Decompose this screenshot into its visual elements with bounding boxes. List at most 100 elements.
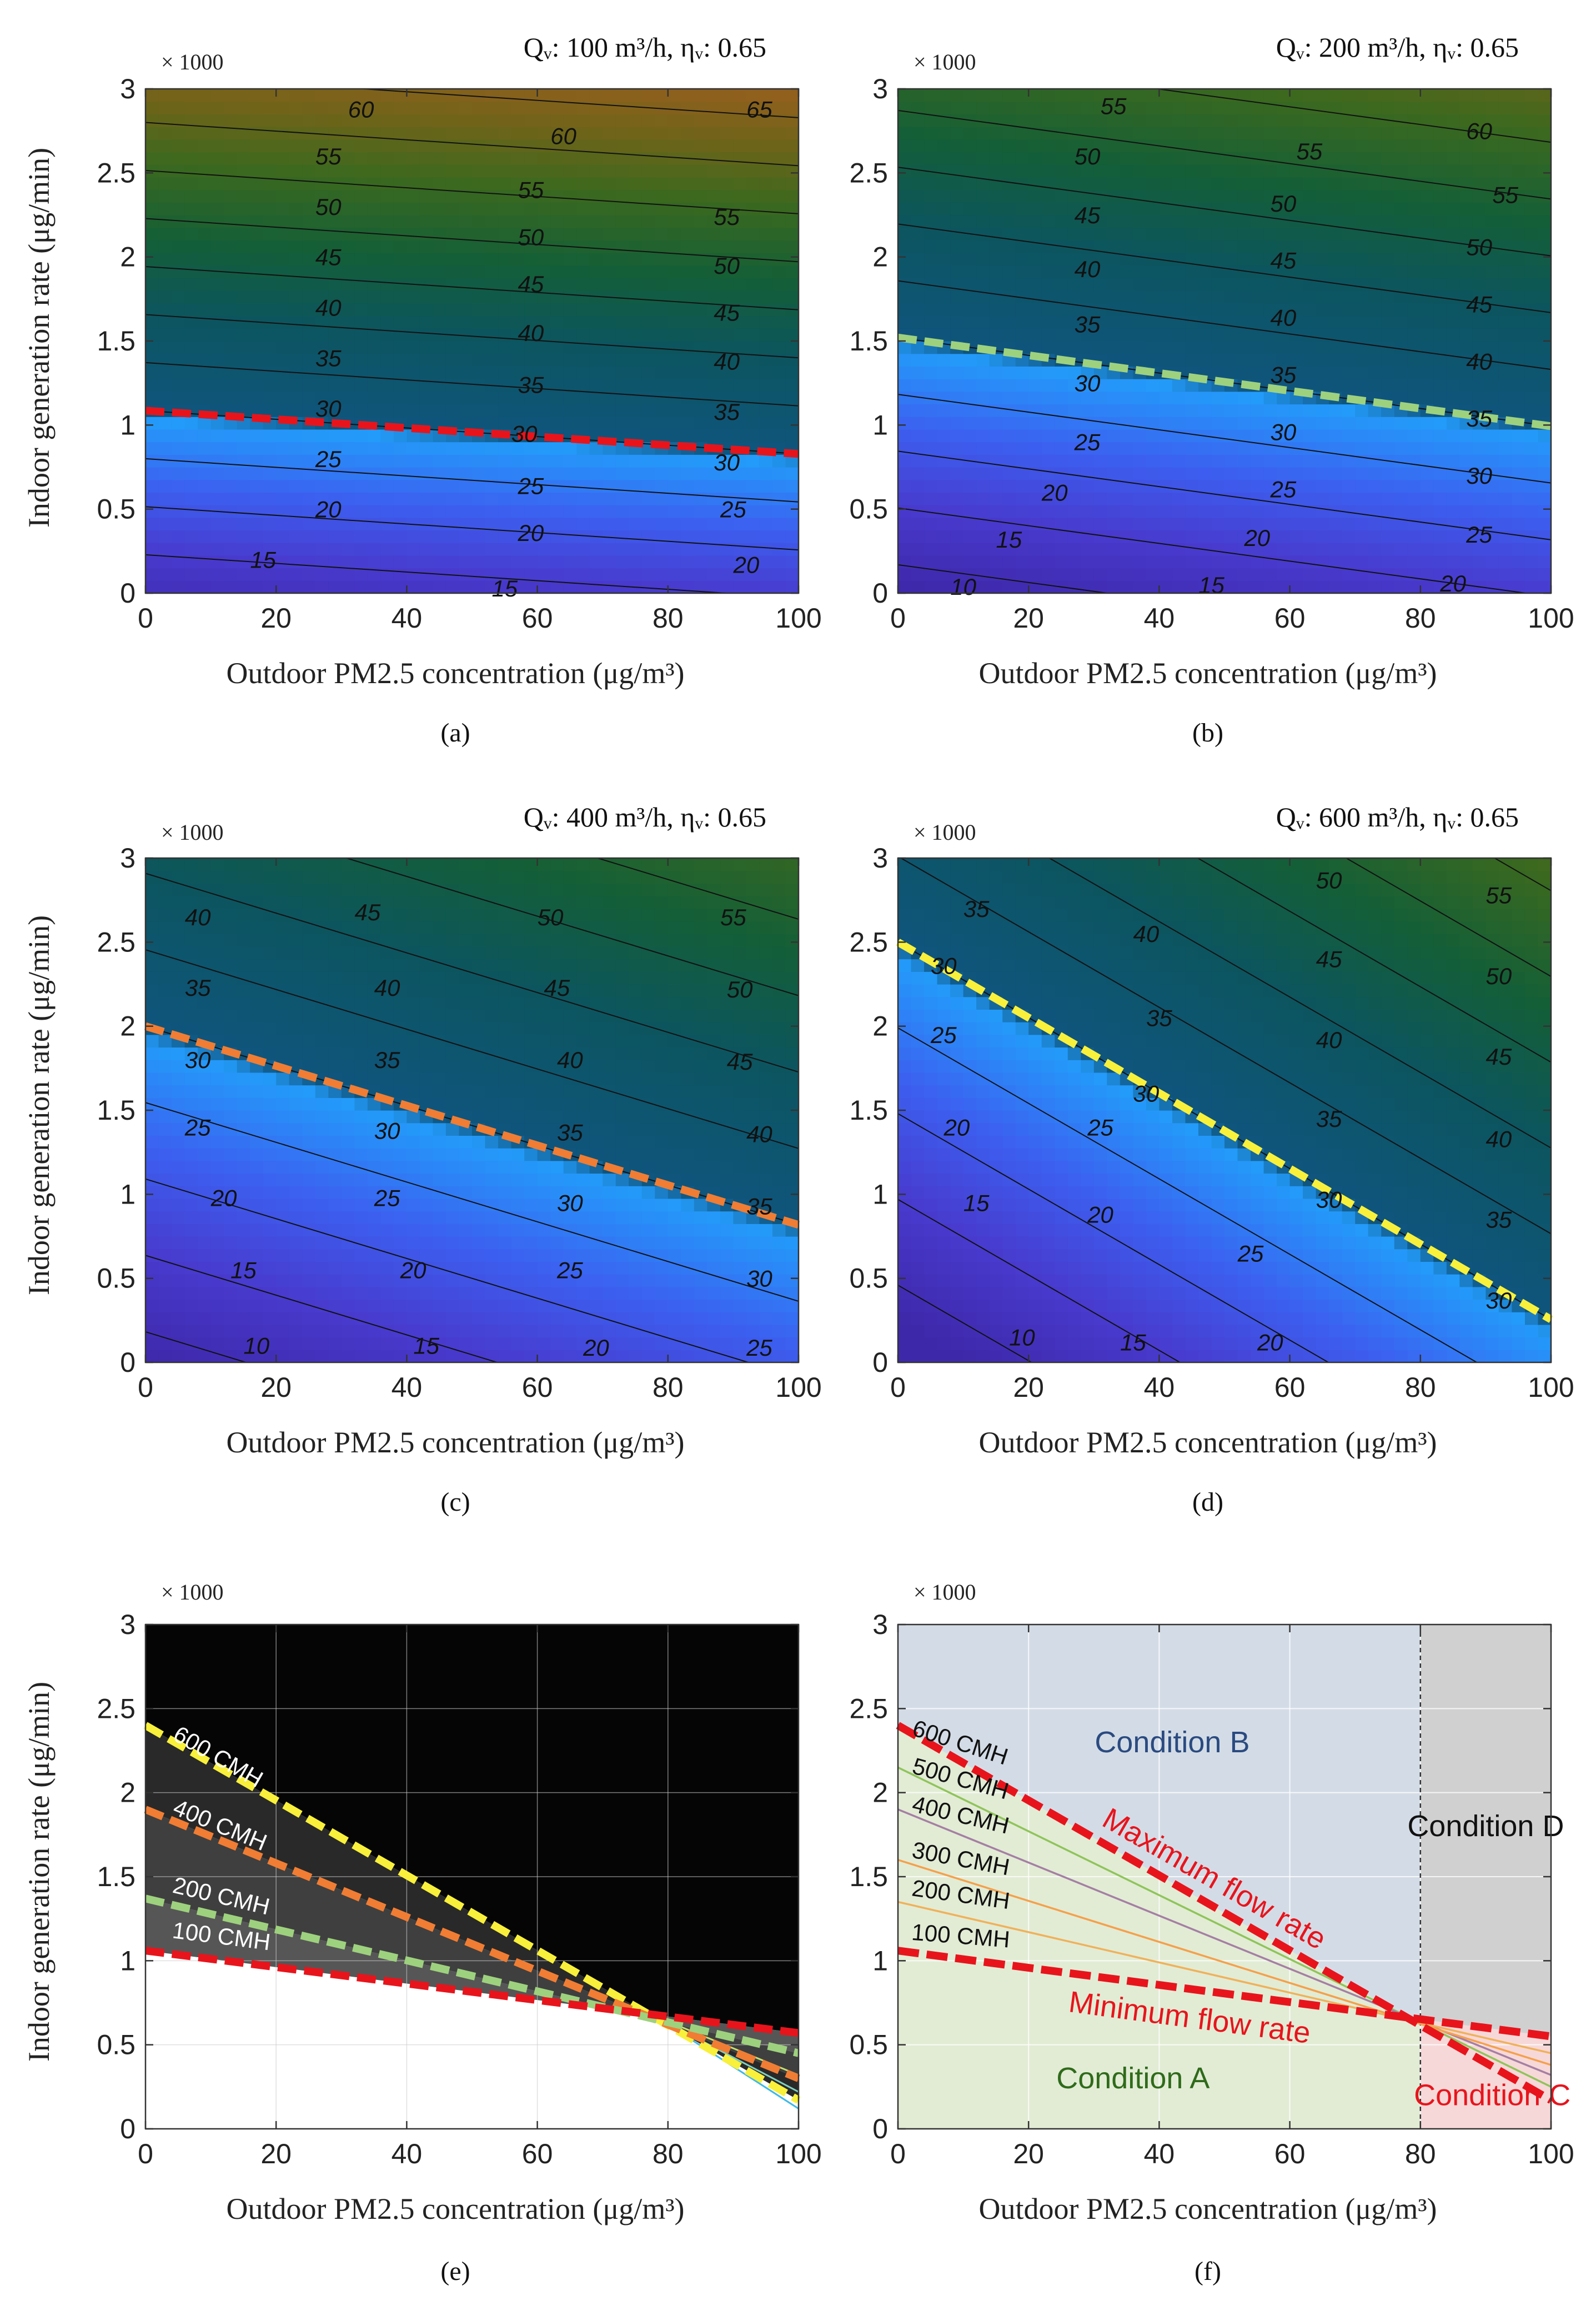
heatmap-cell xyxy=(1185,530,1199,543)
heatmap-cell xyxy=(720,555,734,569)
heatmap-cell xyxy=(250,1034,264,1048)
heatmap-cell xyxy=(1485,177,1499,191)
heatmap-cell xyxy=(1316,517,1329,531)
heatmap-cell xyxy=(667,290,681,304)
heatmap-cell xyxy=(341,1236,355,1250)
heatmap-cell xyxy=(145,908,159,922)
heatmap-cell xyxy=(1303,366,1317,379)
heatmap-cell xyxy=(302,467,316,480)
heatmap-cell xyxy=(976,353,990,367)
heatmap-cell xyxy=(615,114,629,127)
heatmap-cell xyxy=(746,127,760,140)
heatmap-cell xyxy=(1224,253,1238,266)
heatmap-cell xyxy=(158,189,172,203)
contour-label: 55 xyxy=(315,143,342,169)
heatmap-cell xyxy=(1420,189,1434,203)
heatmap-cell xyxy=(380,1337,394,1350)
heatmap-cell xyxy=(963,555,977,569)
heatmap-cell xyxy=(1407,177,1421,191)
heatmap-cell xyxy=(603,379,616,392)
heatmap-cell xyxy=(629,366,643,379)
heatmap-cell xyxy=(1263,227,1277,240)
heatmap-cell xyxy=(1263,568,1277,581)
heatmap-cell xyxy=(667,101,681,114)
heatmap-cell xyxy=(667,139,681,153)
heatmap-cell xyxy=(237,971,250,985)
heatmap-cell xyxy=(237,89,250,102)
heatmap-cell xyxy=(1093,114,1107,127)
heatmap-cell xyxy=(1459,101,1473,114)
heatmap-cell xyxy=(1015,127,1029,140)
heatmap-cell xyxy=(1472,202,1486,215)
heatmap-cell xyxy=(1263,127,1277,140)
heatmap-cell xyxy=(720,353,734,367)
heatmap-cell xyxy=(198,959,212,972)
heatmap-cell xyxy=(198,303,212,317)
heatmap-cell xyxy=(1185,479,1199,493)
contour-label: 15 xyxy=(250,547,276,573)
heatmap-cell xyxy=(1146,341,1160,354)
heatmap-cell xyxy=(976,227,990,240)
heatmap-cell xyxy=(198,1022,212,1035)
heatmap-cell xyxy=(1316,366,1329,379)
heatmap-cell xyxy=(1159,580,1173,594)
heatmap-cell xyxy=(406,492,420,505)
heatmap-cell xyxy=(341,265,355,279)
x-tick-label: 60 xyxy=(1274,603,1306,634)
heatmap-cell xyxy=(1420,227,1434,240)
heatmap-cell xyxy=(393,1160,407,1174)
heatmap-cell xyxy=(707,429,721,443)
heatmap-cell xyxy=(1067,253,1081,266)
heatmap-cell xyxy=(1107,479,1121,493)
heatmap-cell xyxy=(210,1148,224,1161)
heatmap-cell xyxy=(210,1224,224,1237)
heatmap-cell xyxy=(694,391,707,405)
heatmap-cell xyxy=(1420,580,1434,594)
heatmap-cell xyxy=(989,189,1003,203)
heatmap-cell xyxy=(1277,290,1291,304)
heatmap-cell xyxy=(459,189,473,203)
panel-b-xlabel: Outdoor PM2.5 concentration (μg/m³) xyxy=(978,656,1437,690)
heatmap-cell xyxy=(1120,290,1133,304)
heatmap-cell xyxy=(472,152,486,165)
heatmap-cell xyxy=(1498,429,1513,443)
heatmap-cell xyxy=(898,114,912,127)
heatmap-cell xyxy=(472,328,486,342)
heatmap-cell xyxy=(1355,530,1369,543)
heatmap-cell xyxy=(1394,215,1408,228)
heatmap-cell xyxy=(603,353,616,367)
heatmap-cell xyxy=(289,1060,303,1073)
heatmap-cell xyxy=(328,1261,342,1275)
heatmap-cell xyxy=(445,152,460,165)
heatmap-cell xyxy=(393,580,407,594)
heatmap-cell xyxy=(1512,303,1525,317)
heatmap-cell xyxy=(1041,139,1055,153)
heatmap-cell xyxy=(276,315,290,329)
heatmap-cell xyxy=(498,454,512,468)
heatmap-cell xyxy=(1133,454,1147,468)
heatmap-cell xyxy=(655,517,669,531)
heatmap-cell xyxy=(354,1198,368,1212)
heatmap-cell xyxy=(1485,189,1499,203)
heatmap-cell xyxy=(989,479,1003,493)
heatmap-cell xyxy=(393,1009,407,1022)
heatmap-cell xyxy=(1303,404,1317,417)
heatmap-cell xyxy=(210,215,224,228)
heatmap-cell xyxy=(1289,505,1303,518)
heatmap-cell xyxy=(237,1337,250,1350)
heatmap-cell xyxy=(1277,568,1291,581)
heatmap-cell xyxy=(976,530,990,543)
heatmap-cell xyxy=(1394,303,1408,317)
heatmap-cell xyxy=(341,870,355,884)
heatmap-cell xyxy=(511,492,525,505)
heatmap-cell xyxy=(1316,152,1329,165)
heatmap-cell xyxy=(603,530,616,543)
heatmap-cell xyxy=(276,278,290,291)
heatmap-cell xyxy=(950,303,964,317)
heatmap-cell xyxy=(184,265,198,279)
heatmap-cell xyxy=(1146,328,1160,342)
heatmap-cell xyxy=(759,139,773,153)
heatmap-cell xyxy=(1081,177,1095,191)
heatmap-cell xyxy=(1394,127,1408,140)
heatmap-cell xyxy=(250,89,264,102)
